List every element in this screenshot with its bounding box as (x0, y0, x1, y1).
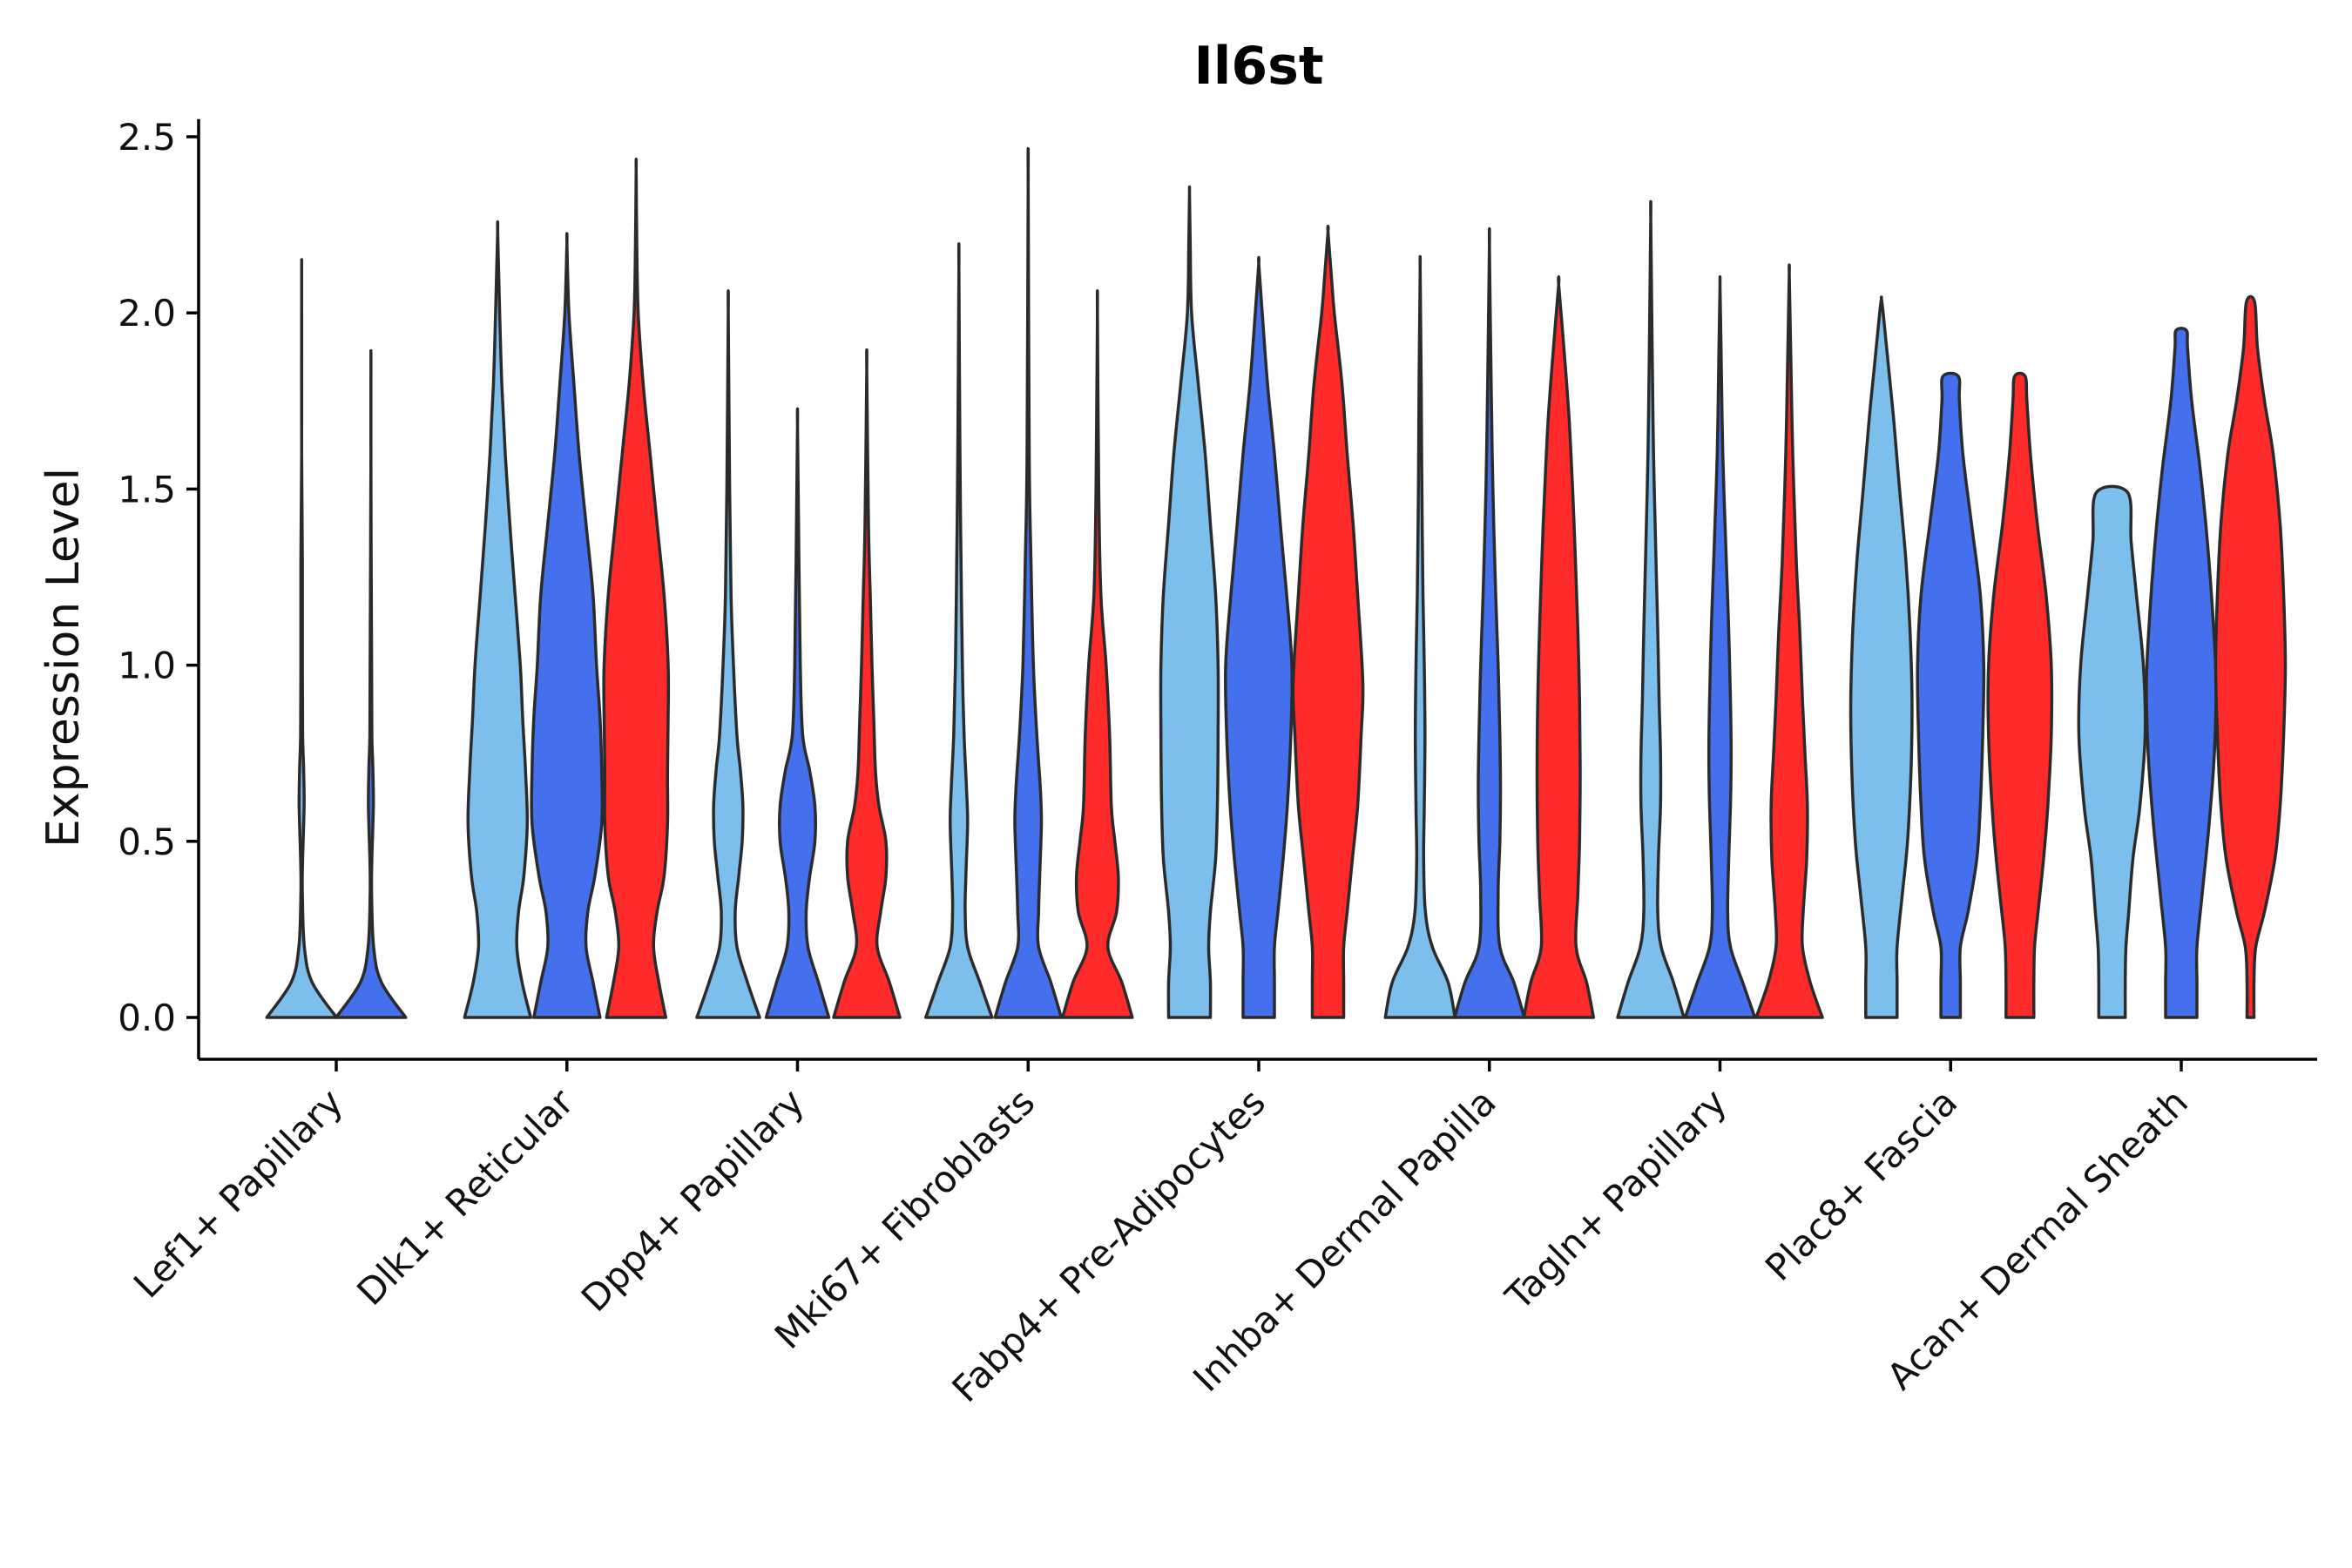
violin-group-3 (1061, 289, 1134, 1019)
x-tick-label: Lef1+ Papillary (125, 1080, 351, 1306)
violin-group-1 (1848, 295, 1914, 1019)
x-tick-label: Tagln+ Papillary (1497, 1080, 1734, 1318)
violin-group-1 (463, 220, 533, 1019)
violin-group-1 (695, 289, 761, 1019)
x-tick-label: Plac8+ Fascia (1757, 1080, 1965, 1288)
y-tick-label: 0.5 (118, 821, 176, 863)
violin-group-2 (1916, 371, 1986, 1019)
y-tick-label: 2.5 (118, 116, 176, 159)
violin-group-3 (1986, 371, 2054, 1019)
violin-group-1 (2077, 484, 2147, 1019)
violin-group-2 (1683, 274, 1757, 1019)
violin-group-3 (2213, 294, 2288, 1019)
violin-group-2 (530, 232, 605, 1019)
x-tick-label: Mki67+ Fibroblasts (767, 1080, 1043, 1356)
violin-group-2 (1453, 226, 1526, 1019)
violin-group-3 (832, 348, 902, 1019)
violin-group-1 (1616, 199, 1686, 1019)
y-tick-label: 1.0 (118, 645, 176, 687)
violin-group-2 (2145, 327, 2218, 1019)
violin-group-3 (1754, 263, 1824, 1019)
violin-marks (265, 147, 2288, 1019)
violin-group-1 (265, 258, 339, 1019)
violin-group-3 (602, 158, 671, 1019)
violin-group-2 (993, 147, 1064, 1019)
violin-group-1 (1383, 254, 1457, 1019)
violin-group-3 (1522, 274, 1596, 1019)
chart-title: Il6st (1193, 36, 1323, 97)
violin-group-1 (924, 242, 994, 1019)
x-tick-label: Dlk1+ Reticular (348, 1080, 582, 1314)
y-axis-title: Expression Level (37, 468, 90, 848)
y-tick-label: 1.5 (118, 468, 176, 510)
violin-group-3 (1291, 224, 1365, 1019)
violin-group-2 (764, 407, 831, 1019)
y-tick-label: 0.0 (118, 997, 176, 1039)
violin-group-2 (335, 348, 408, 1019)
y-tick-label: 2.0 (118, 292, 176, 335)
x-tick-label: Dpp4+ Papillary (573, 1080, 813, 1320)
y-axis: 0.0 0.5 1.0 1.5 2.0 2.5 (118, 116, 200, 1059)
violin-group-1 (1159, 185, 1220, 1019)
violin-group-2 (1223, 255, 1294, 1019)
